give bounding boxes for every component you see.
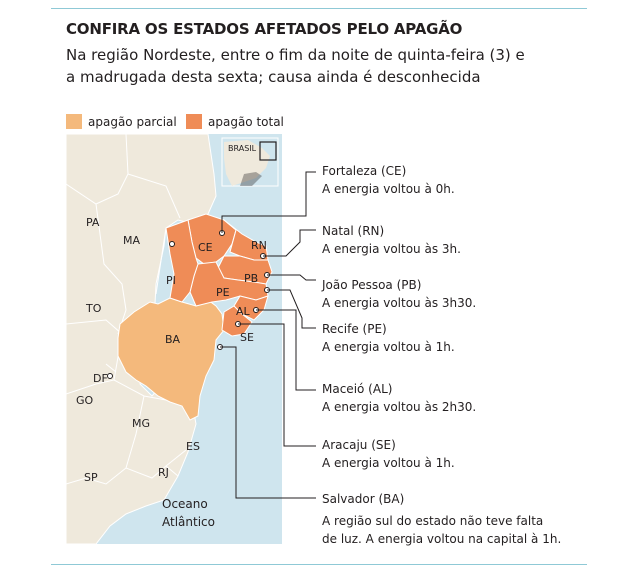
legend-total-label: apagão total bbox=[208, 114, 284, 129]
page-title: CONFIRA OS ESTADOS AFETADOS PELO APAGÃO bbox=[66, 20, 463, 38]
legend-total: apagão total bbox=[186, 114, 284, 129]
leader-maceio bbox=[256, 309, 316, 391]
annotation-city: Salvador (BA) bbox=[322, 492, 405, 506]
annotation-city: João Pessoa (PB) bbox=[322, 278, 422, 292]
state-se-shape bbox=[221, 305, 253, 337]
annotation-aracaju: Aracaju (SE) A energia voltou à 1h. bbox=[322, 436, 455, 472]
label-mg: MG bbox=[132, 417, 150, 430]
annotation-text: A região sul do estado não teve falta bbox=[322, 514, 544, 528]
annotation-text: A energia voltou à 0h. bbox=[322, 182, 455, 196]
inset-map: BRASIL bbox=[221, 137, 279, 187]
map-svg: BRASIL PA MA PI TO BA DF GO MG ES RJ SP … bbox=[66, 134, 279, 544]
map-panel: BRASIL PA MA PI TO BA DF GO MG ES RJ SP … bbox=[66, 134, 282, 544]
annotation-natal: Natal (RN) A energia voltou às 3h. bbox=[322, 222, 461, 258]
leader-natal bbox=[263, 229, 316, 257]
top-rule bbox=[51, 8, 587, 9]
label-ma: MA bbox=[123, 234, 140, 247]
inset-highlight-box bbox=[259, 141, 277, 161]
marker-brasilia bbox=[107, 373, 113, 379]
label-pb: PB bbox=[244, 272, 258, 285]
annotation-city: Natal (RN) bbox=[322, 224, 385, 238]
label-pa: PA bbox=[86, 216, 100, 229]
label-es: ES bbox=[186, 440, 200, 453]
label-sp: SP bbox=[84, 471, 98, 484]
annotation-text: A energia voltou às 2h30. bbox=[322, 400, 477, 414]
annotation-text: A energia voltou à 1h. bbox=[322, 340, 455, 354]
leader-joao-pessoa bbox=[267, 274, 316, 281]
legend-total-swatch bbox=[186, 114, 202, 129]
label-pe: PE bbox=[216, 286, 230, 299]
annotation-maceio: Maceió (AL) A energia voltou às 2h30. bbox=[322, 380, 476, 416]
leader-recife bbox=[267, 289, 316, 329]
annotation-text: de luz. A energia voltou na capital à 1h… bbox=[322, 532, 562, 546]
annotation-text: A energia voltou à 1h. bbox=[322, 456, 455, 470]
label-pi: PI bbox=[166, 274, 176, 287]
annotation-salvador: Salvador (BA) A região sul do estado não… bbox=[322, 490, 561, 548]
label-rj: RJ bbox=[158, 466, 169, 479]
annotation-text: A energia voltou às 3h30. bbox=[322, 296, 477, 310]
label-ba: BA bbox=[165, 333, 181, 346]
annotation-city: Fortaleza (CE) bbox=[322, 164, 407, 178]
ocean-label-line2: Atlântico bbox=[162, 515, 215, 529]
label-al: AL bbox=[236, 305, 251, 318]
annotation-city: Maceió (AL) bbox=[322, 382, 393, 396]
label-se: SE bbox=[240, 331, 254, 344]
label-to: TO bbox=[85, 302, 102, 315]
annotation-city: Recife (PE) bbox=[322, 322, 387, 336]
bottom-rule bbox=[51, 564, 587, 565]
annotation-text: A energia voltou às 3h. bbox=[322, 242, 461, 256]
label-ce: CE bbox=[198, 241, 213, 254]
legend-partial: apagão parcial bbox=[66, 114, 177, 129]
annotation-fortaleza: Fortaleza (CE) A energia voltou à 0h. bbox=[322, 162, 455, 198]
state-pi-total-shape bbox=[165, 219, 199, 303]
leader-aracaju bbox=[238, 323, 316, 447]
inset-label: BRASIL bbox=[228, 144, 257, 153]
page-subtitle: Na região Nordeste, entre o fim da noite… bbox=[66, 46, 525, 86]
marker-sao-luis bbox=[169, 241, 175, 247]
legend-partial-swatch bbox=[66, 114, 82, 129]
annotation-recife: Recife (PE) A energia voltou à 1h. bbox=[322, 320, 455, 356]
legend-partial-label: apagão parcial bbox=[88, 114, 177, 129]
annotation-city: Aracaju (SE) bbox=[322, 438, 396, 452]
label-go: GO bbox=[76, 394, 94, 407]
leader-fortaleza bbox=[221, 171, 316, 233]
annotation-joao-pessoa: João Pessoa (PB) A energia voltou às 3h3… bbox=[322, 276, 476, 312]
label-rn: RN bbox=[251, 239, 267, 252]
leader-salvador bbox=[220, 346, 316, 499]
label-df: DF bbox=[93, 372, 108, 385]
ocean-label-line1: Oceano bbox=[162, 497, 208, 511]
